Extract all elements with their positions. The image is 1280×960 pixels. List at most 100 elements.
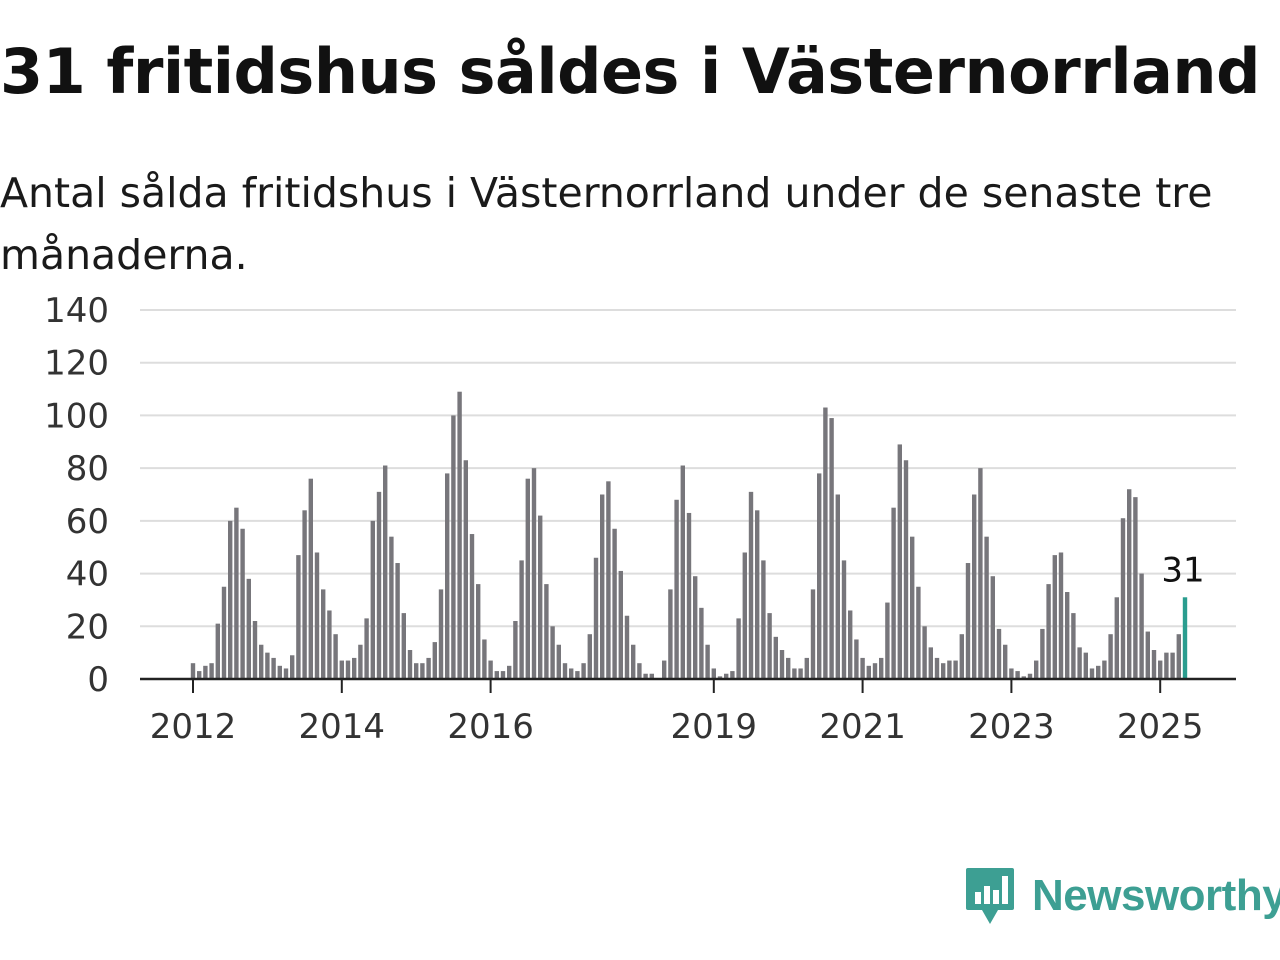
- bar: [792, 668, 797, 679]
- bar: [996, 628, 1002, 679]
- bar: [854, 639, 859, 679]
- bar: [414, 663, 419, 679]
- chart-subtitle: Antal sålda fritidshus i Västernorrland …: [0, 169, 1213, 279]
- bar: [476, 584, 481, 679]
- bar: [259, 644, 264, 679]
- bar: [321, 589, 326, 679]
- bar: [755, 510, 760, 679]
- bar: [1127, 489, 1132, 679]
- bar: [352, 657, 357, 679]
- bar: [736, 618, 741, 679]
- bar: [1077, 647, 1082, 679]
- bar: [1046, 584, 1051, 679]
- bar: [1108, 634, 1113, 679]
- x-tick-label: 2023: [968, 707, 1055, 747]
- bar: [984, 536, 989, 679]
- x-tick-label: 2021: [819, 707, 906, 747]
- bar: [575, 671, 580, 679]
- bar: [978, 468, 983, 679]
- bar: [389, 536, 394, 679]
- bar: [587, 634, 592, 679]
- bar: [271, 657, 276, 679]
- bar: [1164, 652, 1169, 679]
- bar: [1133, 497, 1138, 679]
- bar: [544, 584, 549, 679]
- bar: [432, 642, 437, 679]
- bar: [631, 644, 636, 679]
- bar: [407, 650, 413, 679]
- bar: [209, 663, 214, 679]
- bar: [327, 610, 332, 679]
- bar: [928, 647, 933, 679]
- x-tick-label: 2019: [671, 707, 758, 747]
- x-tick-label: 2016: [447, 707, 534, 747]
- bar: [240, 528, 245, 679]
- bars: [190, 391, 1188, 679]
- bar: [934, 657, 940, 679]
- bar: [507, 665, 512, 679]
- bar: [345, 660, 351, 679]
- y-tick-label: 0: [87, 660, 109, 700]
- bar: [376, 491, 382, 679]
- bar: [1096, 665, 1101, 679]
- bar: [724, 673, 729, 679]
- bar: [290, 655, 295, 679]
- bar: [252, 621, 258, 679]
- bar: [277, 665, 282, 679]
- bar: [829, 418, 834, 679]
- bar: [711, 668, 716, 679]
- bar: [600, 494, 605, 679]
- bar: [953, 660, 958, 679]
- bar: [891, 507, 896, 679]
- x-tick-label: 2014: [299, 707, 386, 747]
- bar: [947, 660, 952, 679]
- bar: [910, 536, 915, 679]
- y-tick-label: 60: [66, 502, 109, 542]
- bar: [519, 560, 524, 679]
- bar: [717, 676, 723, 679]
- bar: [500, 671, 506, 679]
- bar: [401, 613, 406, 679]
- bar: [395, 563, 400, 679]
- bar: [841, 560, 847, 679]
- bar: [246, 578, 251, 679]
- bar: [488, 660, 493, 679]
- bar: [668, 589, 673, 679]
- bar: [686, 512, 692, 679]
- bar: [674, 499, 679, 679]
- bar: [296, 555, 301, 679]
- bar: [1040, 628, 1045, 679]
- bar: [333, 634, 338, 679]
- bar: [823, 407, 828, 679]
- chart-title: 31 fritidshus såldes i Västernorrland: [0, 35, 1260, 108]
- bar: [786, 657, 791, 679]
- bar: [1102, 660, 1107, 679]
- bar: [562, 663, 568, 679]
- bar: [538, 515, 543, 679]
- bar: [581, 663, 586, 679]
- bar: [302, 510, 307, 679]
- bar: [445, 473, 450, 679]
- bar: [1034, 660, 1039, 679]
- bar: [804, 657, 809, 679]
- bar: [1052, 555, 1057, 679]
- bar: [221, 586, 227, 679]
- highlight-bar: [1182, 597, 1188, 679]
- bar: [438, 589, 444, 679]
- bar: [420, 663, 425, 679]
- bar: [1027, 673, 1033, 679]
- y-axis-ticks: 0 20 40 60 80 100 120 140: [44, 291, 109, 700]
- bar: [364, 618, 369, 679]
- bar: [810, 589, 816, 679]
- bar: [693, 576, 698, 679]
- bar: [1120, 518, 1126, 679]
- bar: [457, 391, 462, 679]
- bar: [779, 650, 785, 679]
- bar: [1089, 668, 1095, 679]
- bar: [234, 507, 239, 679]
- bar: [426, 657, 431, 679]
- bar: [1176, 634, 1181, 679]
- bar: [190, 663, 196, 679]
- newsworthy-logo-text: Newsworthy: [1032, 871, 1280, 920]
- bar: [314, 552, 320, 679]
